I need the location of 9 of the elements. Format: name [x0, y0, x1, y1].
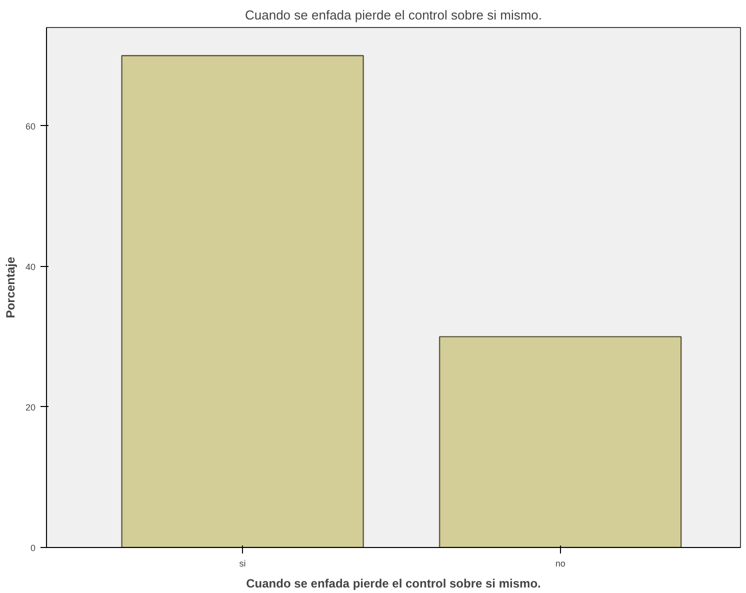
chart-title: Cuando se enfada pierde el control sobre si mismo.: [245, 8, 542, 22]
y-tick-label: 0: [30, 543, 36, 553]
y-tick-label: 60: [25, 121, 36, 132]
y-tick-label: 40: [25, 262, 36, 272]
x-axis-title: Cuando se enfada pierde el control sobre si mismo.: [246, 576, 541, 590]
y-axis-title: Porcentaje: [3, 256, 18, 318]
x-tick-label: si: [239, 558, 246, 568]
y-tick-label: 20: [25, 402, 36, 412]
x-tick-label: no: [555, 558, 566, 568]
